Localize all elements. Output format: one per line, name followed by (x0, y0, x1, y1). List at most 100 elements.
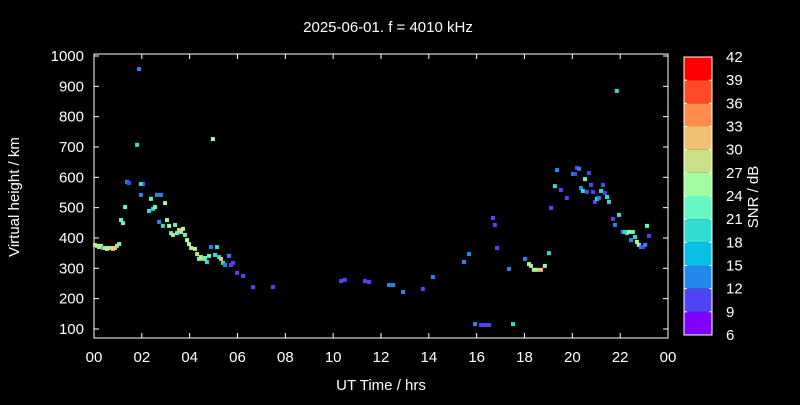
data-point (214, 245, 219, 250)
data-point (549, 205, 554, 210)
data-point (511, 322, 516, 327)
colorbar-tick-label: 15 (726, 258, 743, 275)
data-point (592, 199, 597, 204)
colorbar-tick-label: 30 (726, 142, 743, 159)
data-point (210, 137, 215, 142)
data-point (506, 266, 511, 271)
x-tick-label: 22 (612, 349, 629, 366)
colorbar-tick-label: 33 (726, 119, 743, 136)
data-point (558, 188, 563, 193)
colorbar-segment (684, 80, 712, 104)
x-tick-label: 04 (181, 349, 198, 366)
data-point (606, 199, 611, 204)
data-point (599, 188, 604, 193)
data-point (572, 171, 577, 176)
x-tick-label: 02 (133, 349, 150, 366)
x-tick-label: 20 (564, 349, 581, 366)
data-point (602, 191, 607, 196)
data-point (539, 267, 544, 272)
data-point (588, 182, 593, 187)
data-point (157, 219, 162, 224)
data-point (531, 267, 536, 272)
data-point (136, 67, 141, 72)
colorbar-tick-label: 42 (726, 49, 743, 66)
data-point (148, 196, 153, 201)
data-point (367, 279, 372, 284)
x-tick-label: 06 (229, 349, 246, 366)
data-point (600, 182, 605, 187)
colorbar-segment (684, 172, 712, 196)
data-point (596, 195, 601, 200)
data-point (185, 238, 190, 243)
x-axis-label: UT Time / hrs (336, 377, 426, 394)
y-tick-label: 600 (59, 169, 84, 186)
colorbar-segment (684, 311, 712, 335)
data-point (339, 279, 344, 284)
data-point (119, 218, 124, 223)
colorbar-segment (684, 103, 712, 127)
data-point (126, 181, 131, 186)
data-point (420, 286, 425, 291)
data-point (390, 282, 395, 287)
colorbar-tick-label: 12 (726, 281, 743, 298)
data-point (640, 245, 645, 250)
y-tick-label: 1000 (51, 48, 84, 65)
data-point (577, 166, 582, 171)
data-point (542, 263, 547, 268)
data-point (213, 252, 218, 257)
data-point (472, 322, 477, 327)
colorbar-tick-label: 18 (726, 234, 743, 251)
data-point (174, 231, 179, 236)
y-tick-label: 900 (59, 78, 84, 95)
data-point (590, 189, 595, 194)
data-point (632, 235, 637, 240)
data-point (202, 255, 207, 260)
data-point (574, 165, 579, 170)
data-point (123, 205, 128, 210)
data-point (620, 229, 625, 234)
data-point (192, 246, 197, 251)
colorbar-segment (684, 265, 712, 289)
x-tick-label: 14 (420, 349, 437, 366)
data-point (643, 242, 648, 247)
data-point (486, 323, 491, 328)
data-point (522, 256, 527, 261)
data-point (342, 277, 347, 282)
data-point (158, 192, 163, 197)
data-point (113, 245, 118, 250)
data-point (610, 216, 615, 221)
data-point (644, 223, 649, 228)
data-point (114, 243, 119, 248)
x-tick-label: 16 (468, 349, 485, 366)
data-point (180, 226, 185, 231)
data-point (584, 189, 589, 194)
data-point (401, 289, 406, 294)
colorbar-segment (684, 126, 712, 150)
data-point (586, 171, 591, 176)
data-point (492, 222, 497, 227)
y-tick-label: 800 (59, 109, 84, 126)
data-point (634, 239, 639, 244)
data-point (135, 142, 140, 147)
data-point (636, 242, 641, 247)
data-point (98, 243, 103, 248)
data-point (167, 223, 172, 228)
data-point (624, 231, 629, 236)
data-point (630, 229, 635, 234)
data-point (173, 222, 178, 227)
data-point (152, 205, 157, 210)
data-point (138, 192, 143, 197)
data-point (176, 228, 181, 233)
data-point (534, 267, 539, 272)
data-point (241, 273, 246, 278)
data-point (182, 232, 187, 237)
data-points (92, 67, 651, 328)
data-point (186, 242, 191, 247)
data-point (223, 262, 228, 267)
data-point (195, 252, 200, 257)
colorbar-segment (684, 149, 712, 173)
data-point (110, 246, 115, 251)
data-point (163, 201, 168, 206)
x-ticks: 00 02 04 06 08 10 12 14 16 18 20 22 00 (86, 54, 676, 366)
